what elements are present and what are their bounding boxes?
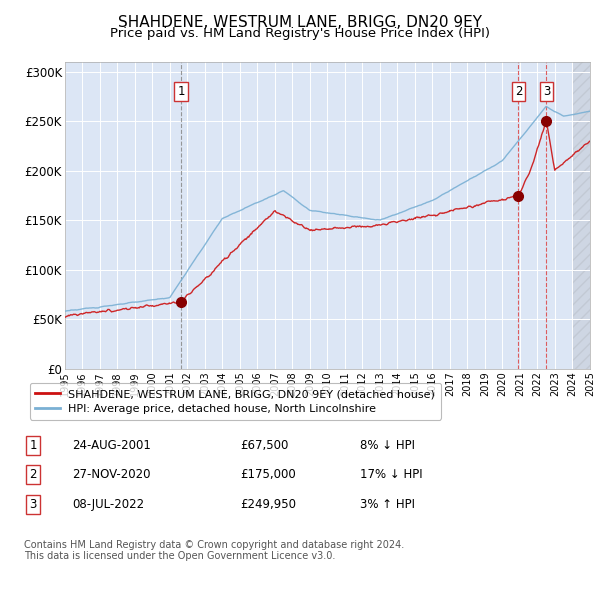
Text: £175,000: £175,000 [240,468,296,481]
Text: 3% ↑ HPI: 3% ↑ HPI [360,498,415,511]
Text: 1: 1 [178,84,185,97]
Text: £67,500: £67,500 [240,439,289,452]
Text: Contains HM Land Registry data © Crown copyright and database right 2024.
This d: Contains HM Land Registry data © Crown c… [24,540,404,562]
Bar [572,62,590,369]
Text: 2: 2 [29,468,37,481]
Legend: SHAHDENE, WESTRUM LANE, BRIGG, DN20 9EY (detached house), HPI: Average price, de: SHAHDENE, WESTRUM LANE, BRIGG, DN20 9EY … [29,383,441,419]
Text: 27-NOV-2020: 27-NOV-2020 [72,468,151,481]
Text: 3: 3 [543,84,550,97]
Text: 2: 2 [515,84,522,97]
Text: £249,950: £249,950 [240,498,296,511]
Text: 8% ↓ HPI: 8% ↓ HPI [360,439,415,452]
Text: 3: 3 [29,498,37,511]
Text: 24-AUG-2001: 24-AUG-2001 [72,439,151,452]
Text: SHAHDENE, WESTRUM LANE, BRIGG, DN20 9EY: SHAHDENE, WESTRUM LANE, BRIGG, DN20 9EY [118,15,482,30]
Text: 08-JUL-2022: 08-JUL-2022 [72,498,144,511]
Text: 17% ↓ HPI: 17% ↓ HPI [360,468,422,481]
Text: Price paid vs. HM Land Registry's House Price Index (HPI): Price paid vs. HM Land Registry's House … [110,27,490,40]
Text: 1: 1 [29,439,37,452]
